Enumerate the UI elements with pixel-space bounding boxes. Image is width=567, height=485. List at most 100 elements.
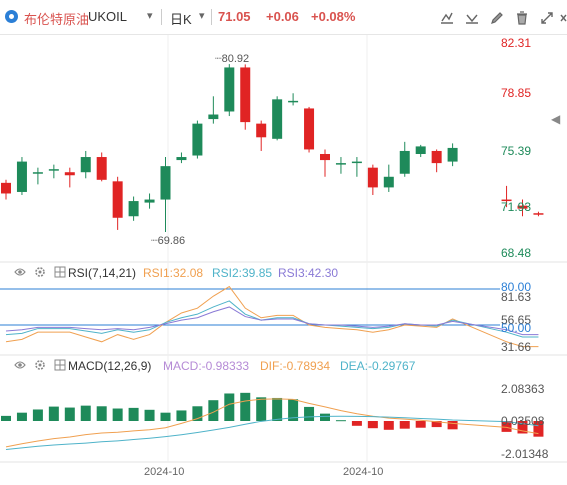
macd-bar: [367, 421, 378, 429]
candle-body: [112, 181, 123, 218]
macd-bar: [96, 406, 107, 421]
candle-body: [16, 161, 27, 192]
candle-body: [367, 167, 378, 188]
rsi-label: RSI(7,14,21): [68, 266, 137, 280]
indicator-grid-icon[interactable]: [54, 359, 66, 371]
candle-body: [240, 67, 251, 123]
gear-icon[interactable]: [34, 266, 46, 278]
macd-series: [1, 392, 544, 450]
candle-body: [351, 161, 362, 164]
macd-label: MACD(12,26,9): [68, 359, 152, 373]
candle-body: [288, 100, 299, 103]
macd-bar: [288, 399, 299, 421]
macd-bar: [415, 421, 426, 428]
dif-line: [5, 398, 539, 448]
macd-axis-label: -2.01348: [501, 447, 549, 461]
gear-icon[interactable]: [34, 359, 46, 371]
candle-body: [64, 172, 75, 176]
macd-bar: [32, 409, 43, 421]
trash-icon[interactable]: [515, 11, 529, 25]
candle-body: [256, 123, 267, 138]
candle-body: [192, 123, 203, 156]
macd-bar: [224, 393, 235, 421]
macd-bar: [64, 407, 75, 421]
candle-body: [144, 199, 155, 203]
candle-body: [415, 146, 426, 154]
x-axis-label: 2024-10: [343, 466, 384, 478]
candle-body: [1, 182, 11, 194]
macd-value: MACD:-0.98333: [163, 359, 250, 373]
macd-bar: [533, 421, 544, 437]
eye-icon[interactable]: [14, 266, 26, 278]
macd-bar: [1, 415, 11, 421]
macd-bar: [517, 421, 528, 434]
macd-bar: [320, 413, 330, 421]
period-selector[interactable]: 日K: [170, 12, 192, 27]
candle-body: [176, 157, 187, 161]
macd-bar: [144, 409, 155, 421]
low-value: 69.86: [157, 235, 186, 247]
dea-value: DEA:-0.29767: [340, 359, 416, 373]
candle-body: [160, 166, 171, 200]
macd-bar: [335, 420, 346, 422]
rsi3-value: RSI3:42.30: [278, 266, 339, 280]
close-icon[interactable]: [560, 11, 567, 25]
macd-axis-label: 2.08363: [501, 382, 545, 396]
macd-bar: [304, 406, 315, 421]
draw-tools-icon[interactable]: [440, 11, 454, 25]
macd-bar: [399, 421, 410, 429]
macd-axis-label: 0.03508: [501, 414, 545, 428]
indicator-grid-icon[interactable]: [54, 266, 66, 278]
macd-bar: [256, 397, 267, 421]
candle-body: [533, 213, 544, 215]
macd-bar: [208, 400, 219, 421]
candle-body: [272, 99, 283, 139]
high-value: 80.92: [221, 53, 250, 65]
candle-body: [501, 199, 512, 202]
candle-body: [320, 153, 330, 161]
price-axis-label: 78.85: [501, 86, 532, 100]
macd-bar: [176, 410, 187, 421]
candlestick-series: [1, 64, 544, 233]
price-axis-label: 68.48: [501, 246, 532, 260]
rsi1-value: RSI1:32.08: [143, 266, 204, 280]
candle-body: [304, 108, 315, 150]
candle-body: [517, 205, 528, 209]
indicator-icon[interactable]: [465, 11, 479, 25]
price-change: +0.06: [266, 9, 299, 24]
price-axis-label: 71.93: [501, 200, 532, 214]
rsi-line-1: [5, 285, 539, 348]
pencil-icon[interactable]: [490, 11, 504, 25]
candle-body: [128, 201, 139, 217]
rsi2-value: RSI2:39.85: [212, 266, 273, 280]
candle-body: [431, 150, 442, 164]
fullscreen-icon[interactable]: [540, 11, 554, 25]
candle-body: [96, 157, 107, 180]
macd-bar: [383, 421, 394, 430]
macd-bar: [80, 405, 91, 421]
instrument-name[interactable]: 布伦特原油: [24, 12, 90, 27]
instrument-logo-icon: [5, 10, 18, 23]
candle-body: [399, 150, 410, 174]
rsi-line-3: [5, 306, 539, 336]
candle-body: [80, 157, 91, 173]
symbol-dropdown-chevron-icon[interactable]: ▾: [147, 10, 153, 22]
candle-body: [383, 176, 394, 188]
collapse-arrow-icon[interactable]: ◀: [551, 112, 561, 126]
dea-line: [5, 415, 539, 450]
last-price: 71.05: [218, 9, 251, 24]
chart-header: 布伦特原油 UKOIL ▾ 日K ▾ 71.05 +0.06 +0.08%: [0, 0, 567, 35]
rsi-axis-label: 81.63: [501, 290, 532, 304]
low-annotation: ┈69.86: [151, 235, 186, 247]
instrument-symbol[interactable]: UKOIL: [88, 9, 128, 24]
candle-body: [208, 114, 219, 120]
eye-icon[interactable]: [14, 359, 26, 371]
candle-body: [48, 169, 59, 171]
macd-bar: [431, 421, 442, 428]
macd-bar: [48, 406, 59, 421]
macd-bar: [160, 412, 171, 421]
rsi-axis-label: 50.00: [501, 321, 532, 335]
period-dropdown-chevron-icon[interactable]: ▾: [199, 10, 205, 22]
macd-bar: [16, 412, 27, 421]
